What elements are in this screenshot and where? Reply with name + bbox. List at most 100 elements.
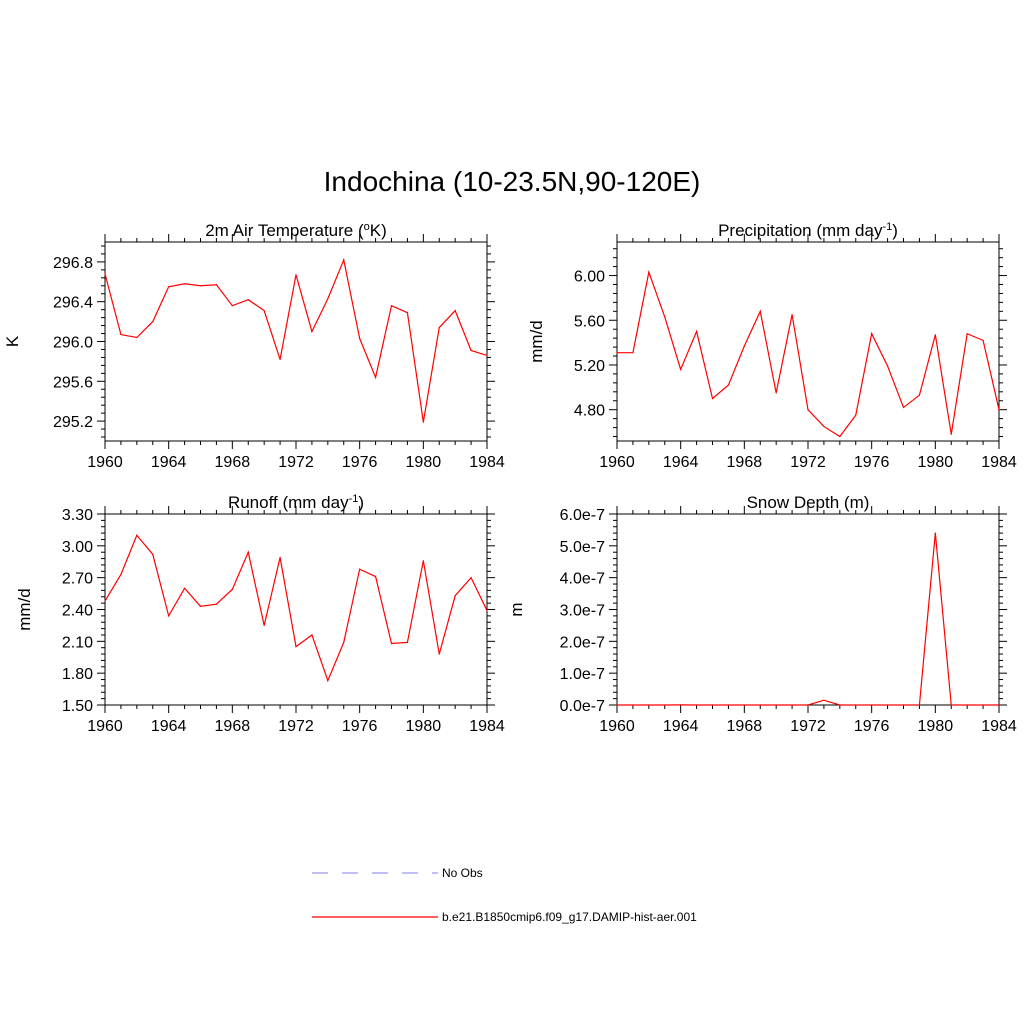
data-point	[855, 704, 857, 706]
y-axis-label: m	[507, 602, 526, 616]
data-point	[168, 286, 170, 288]
panel-title-text: Runoff (mm day	[228, 493, 349, 512]
data-point	[950, 433, 952, 435]
y-tick-label: 5.20	[574, 358, 605, 375]
panel-title-suffix: )	[892, 221, 898, 240]
x-tick-label: 1976	[342, 454, 378, 471]
data-point	[454, 310, 456, 312]
data-point	[263, 624, 265, 627]
y-tick-label: 2.10	[62, 634, 93, 651]
data-point	[886, 365, 889, 367]
data-point	[374, 576, 377, 578]
x-tick-label: 1964	[663, 718, 699, 735]
plot-frame	[104, 241, 488, 442]
y-tick-label: 1.80	[62, 666, 93, 683]
data-point	[343, 641, 345, 643]
y-tick-label: 2.0e-7	[560, 634, 605, 651]
data-point	[263, 310, 265, 312]
x-tick-label: 1984	[981, 718, 1017, 735]
x-tick-label: 1972	[790, 718, 826, 735]
series-line	[617, 269, 1000, 438]
legend-label: b.e21.B1850cmip6.f09_g17.DAMIP-hist-aer.…	[442, 910, 697, 924]
y-tick-label: 296.0	[53, 335, 93, 352]
y-tick-label: 295.2	[53, 414, 93, 431]
panel-title-text: 2m Air Temperature (	[205, 221, 364, 240]
data-point	[823, 425, 825, 428]
data-point	[775, 392, 777, 394]
x-tick-label: 1984	[469, 454, 505, 471]
data-point	[791, 704, 793, 706]
data-point	[247, 299, 249, 301]
data-point	[839, 435, 841, 438]
panel-title: Snow Depth (m)	[747, 493, 870, 512]
x-tick-label: 1976	[342, 718, 378, 735]
data-point	[743, 345, 745, 347]
data-point	[934, 334, 936, 336]
data-point	[998, 409, 1000, 411]
data-point	[823, 699, 825, 701]
data-point	[918, 704, 921, 706]
x-tick-label: 1964	[663, 454, 699, 471]
data-point	[183, 283, 186, 285]
data-point	[680, 368, 682, 371]
data-point	[871, 704, 873, 706]
data-point	[327, 679, 329, 682]
data-point	[759, 310, 761, 312]
series-line	[617, 533, 999, 706]
data-point	[632, 704, 634, 706]
plot-frame	[104, 513, 488, 706]
x-tick-label: 1960	[87, 454, 123, 471]
y-axis-label: K	[3, 335, 22, 347]
data-point	[950, 704, 952, 706]
data-point	[136, 534, 138, 536]
data-point	[855, 414, 857, 416]
data-point	[727, 704, 730, 706]
data-point	[231, 588, 233, 590]
data-point	[934, 532, 936, 534]
data-point	[807, 409, 809, 411]
data-point	[390, 642, 393, 645]
data-point	[183, 587, 186, 589]
data-point	[327, 298, 329, 300]
data-point	[616, 352, 618, 354]
data-point	[168, 615, 170, 617]
x-tick-label: 1984	[469, 718, 505, 735]
data-point	[664, 704, 666, 706]
data-point	[390, 305, 393, 307]
data-point	[886, 704, 889, 706]
panel-title-superscript: o	[364, 221, 370, 233]
panel-title-text: Precipitation (mm day	[718, 221, 883, 240]
y-tick-label: 5.0e-7	[560, 539, 605, 556]
data-point	[311, 330, 313, 333]
data-point	[247, 551, 249, 553]
y-tick-label: 6.0e-7	[560, 507, 605, 524]
data-point	[199, 605, 202, 607]
data-point	[695, 330, 698, 333]
panel-title-suffix: )	[358, 493, 364, 512]
data-point	[311, 634, 313, 636]
data-point	[775, 704, 777, 706]
data-point	[295, 274, 297, 276]
data-point	[486, 354, 488, 357]
series-line	[104, 257, 488, 423]
data-point	[680, 704, 682, 706]
data-point	[616, 704, 618, 706]
data-point	[343, 259, 345, 261]
x-tick-label: 1968	[215, 718, 251, 735]
data-point	[470, 577, 472, 579]
plot-frame	[616, 241, 1000, 442]
data-point	[807, 704, 809, 706]
x-tick-label: 1964	[151, 718, 187, 735]
y-tick-label: 3.0e-7	[560, 603, 605, 620]
panel-title-superscript: -1	[349, 493, 359, 505]
x-tick-label: 1972	[790, 454, 826, 471]
data-point	[998, 704, 1000, 706]
data-point	[470, 349, 472, 352]
x-tick-label: 1980	[918, 718, 954, 735]
x-tick-label: 1980	[406, 454, 442, 471]
data-point	[711, 397, 714, 400]
panel-title: Runoff (mm day-1)	[228, 493, 364, 512]
y-tick-label: 296.8	[53, 255, 93, 272]
data-point	[199, 285, 202, 287]
